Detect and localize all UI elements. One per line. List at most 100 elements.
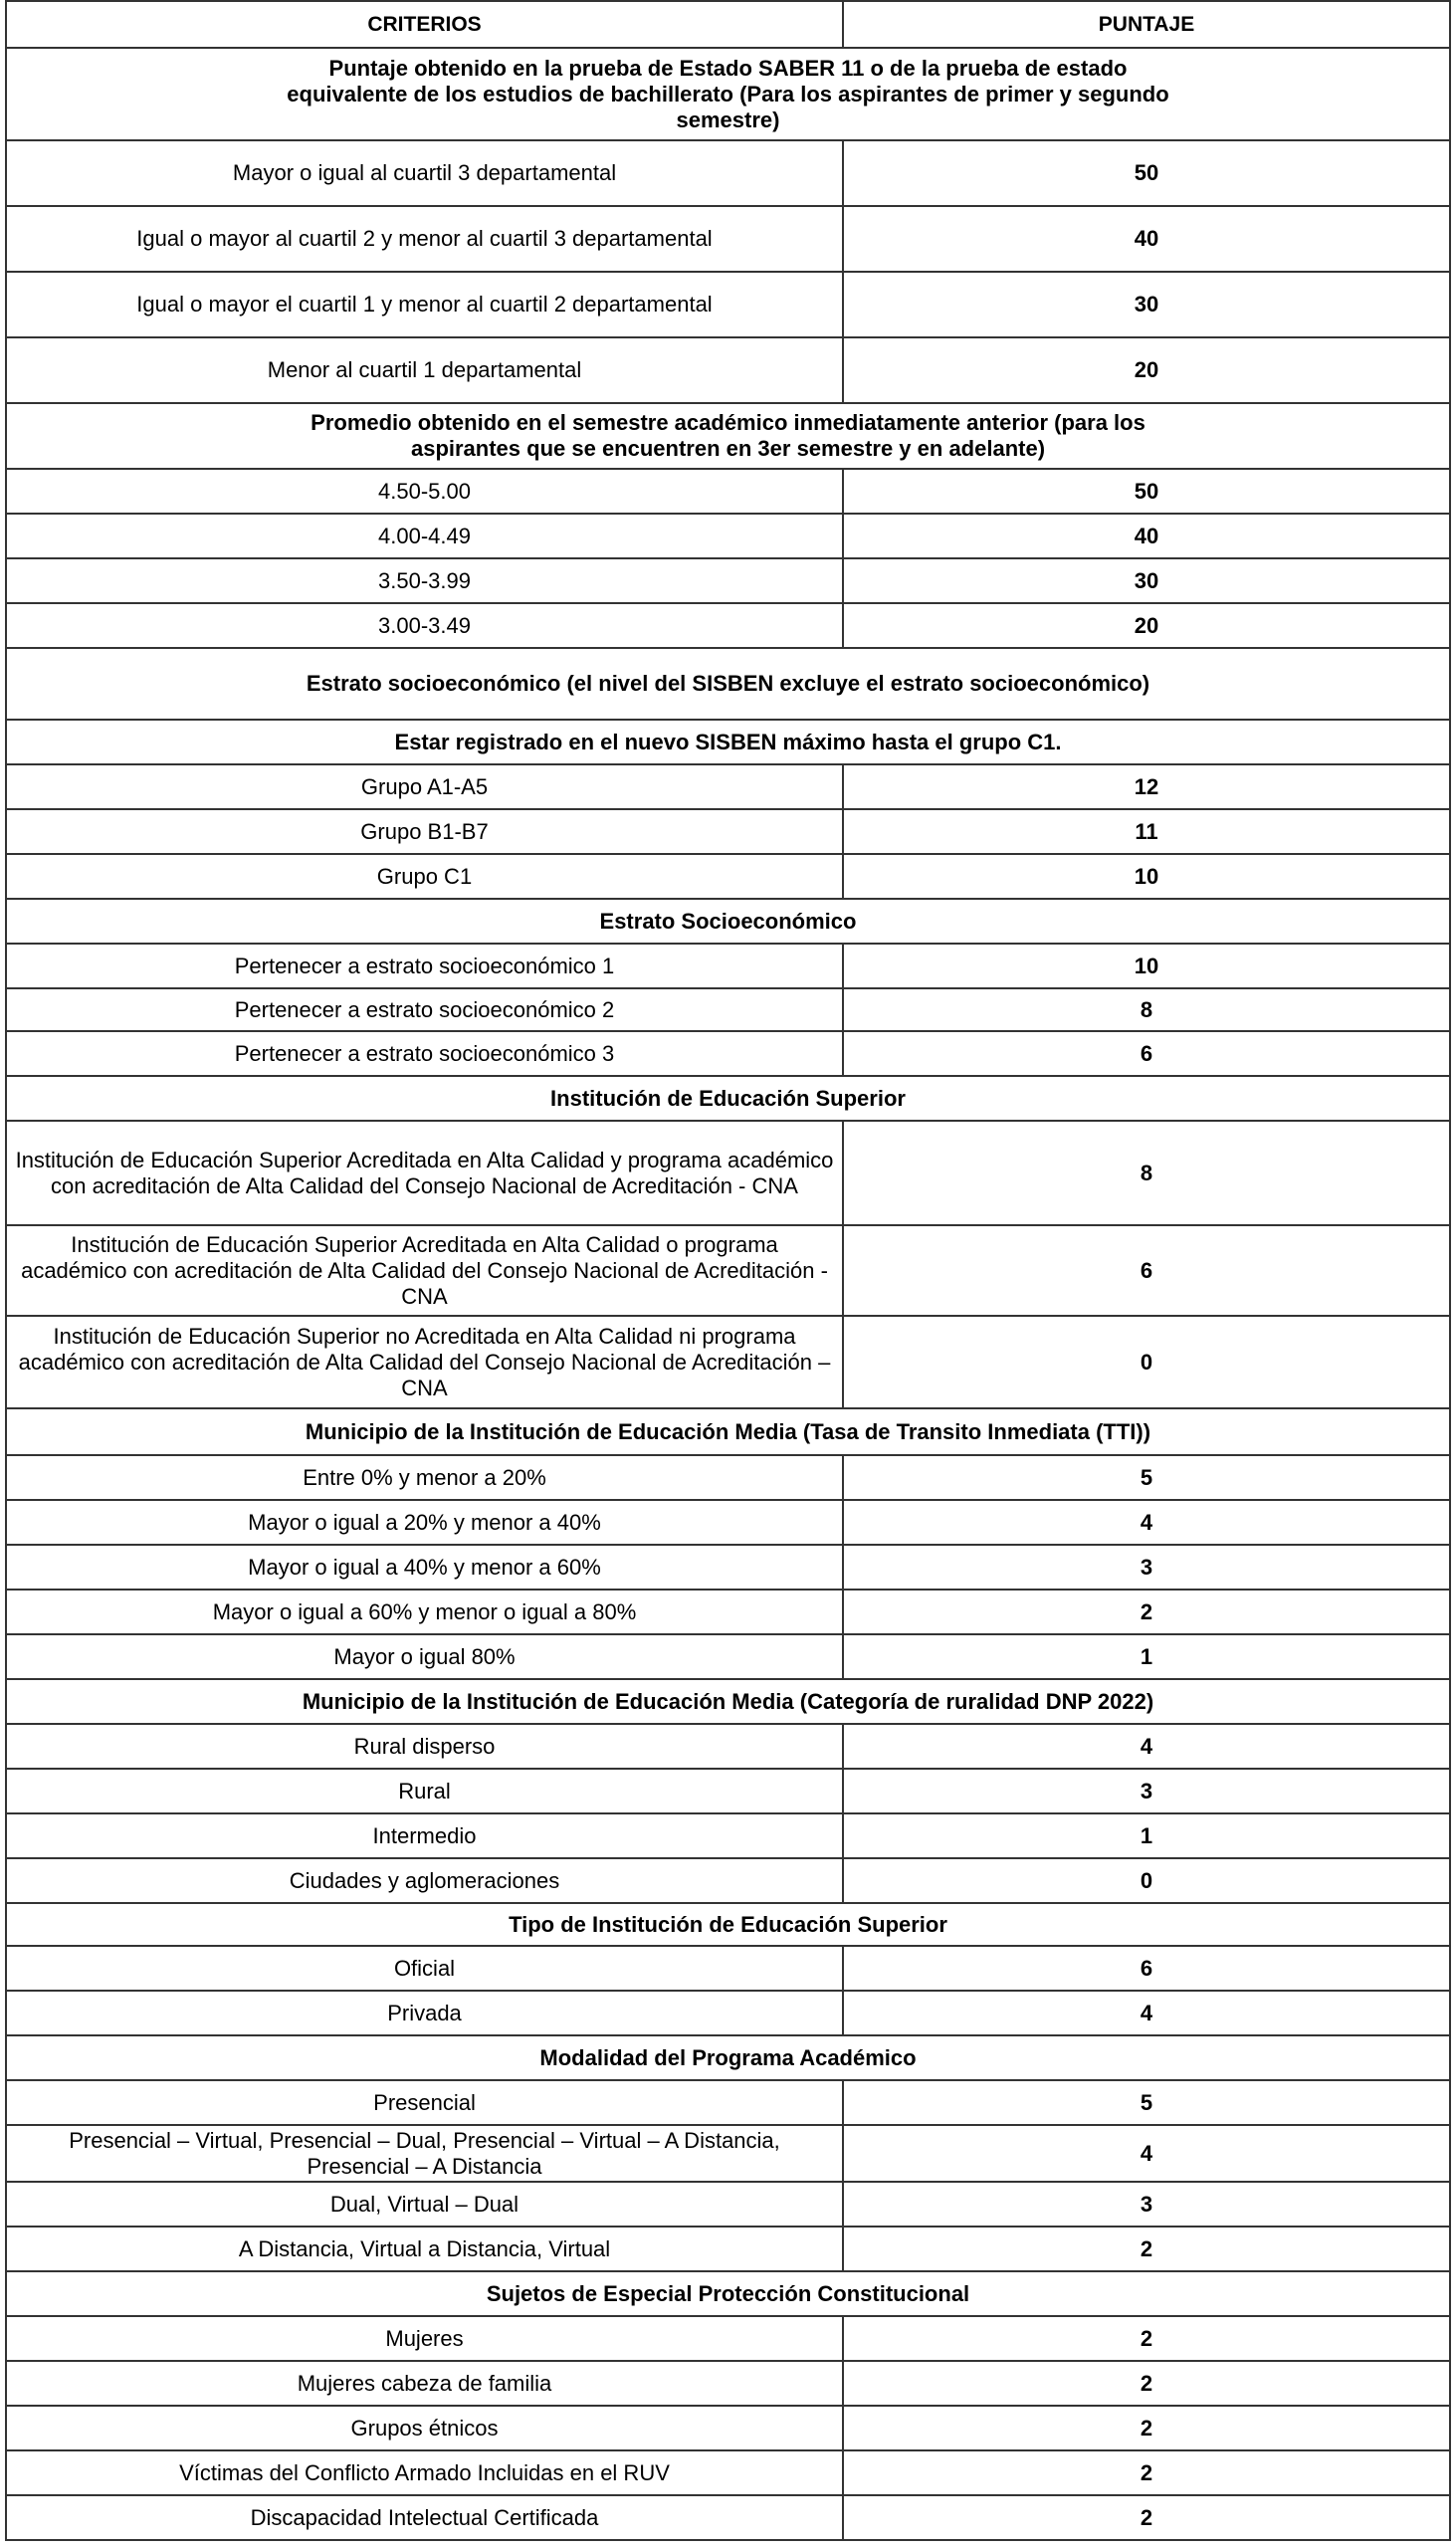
section-cell: Promedio obtenido en el semestre académi… — [5, 402, 1451, 470]
section-header-row: Estrato socioeconómico (el nivel del SIS… — [5, 647, 1451, 721]
puntaje-cell: 2 — [842, 2360, 1451, 2407]
puntaje-cell: 2 — [842, 2494, 1451, 2541]
section-header-row: Institución de Educación Superior — [5, 1075, 1451, 1122]
section-title: Modalidad del Programa Académico — [539, 2044, 917, 2070]
section-cell: Estrato socioeconómico (el nivel del SIS… — [5, 647, 1451, 721]
table-row: Privada 4 — [5, 1990, 1451, 2036]
puntaje-cell: 8 — [842, 1120, 1451, 1226]
section-header-row: Sujetos de Especial Protección Constituc… — [5, 2270, 1451, 2317]
puntaje-cell: 0 — [842, 1315, 1451, 1409]
table-row: 4.50-5.00 50 — [5, 468, 1451, 515]
puntaje-cell: 30 — [842, 557, 1451, 604]
criterio-cell: Ciudades y aglomeraciones — [5, 1857, 844, 1904]
criterio-cell: Privada — [5, 1990, 844, 2036]
puntaje-cell: 3 — [842, 1544, 1451, 1591]
criterio-cell: Mayor o igual al cuartil 3 departamental — [5, 139, 844, 207]
table-row: Discapacidad Intelectual Certificada 2 — [5, 2494, 1451, 2541]
section-title: Estrato socioeconómico (el nivel del SIS… — [306, 671, 1150, 696]
section-title: Puntaje obtenido en la prueba de Estado … — [287, 55, 1169, 132]
section-cell: Municipio de la Institución de Educación… — [5, 1407, 1451, 1456]
puntaje-cell: 30 — [842, 271, 1451, 338]
table-row: Institución de Educación Superior Acredi… — [5, 1224, 1451, 1317]
criterio-cell: Pertenecer a estrato socioeconómico 2 — [5, 987, 844, 1032]
section-cell: Estar registrado en el nuevo SISBEN máxi… — [5, 719, 1451, 765]
criterio-cell: Institución de Educación Superior Acredi… — [5, 1120, 844, 1226]
puntaje-cell: 0 — [842, 1857, 1451, 1904]
table-header-row: CRITERIOS PUNTAJE — [5, 0, 1451, 49]
table-row: Institución de Educación Superior no Acr… — [5, 1315, 1451, 1409]
criterio-cell: A Distancia, Virtual a Distancia, Virtua… — [5, 2226, 844, 2272]
section-header-row: Puntaje obtenido en la prueba de Estado … — [5, 47, 1451, 141]
table-row: Ciudades y aglomeraciones 0 — [5, 1857, 1451, 1904]
criterio-cell: Igual o mayor al cuartil 2 y menor al cu… — [5, 205, 844, 273]
table-row: Mayor o igual al cuartil 3 departamental… — [5, 139, 1451, 207]
section-cell: Municipio de la Institución de Educación… — [5, 1678, 1451, 1725]
puntaje-cell: 12 — [842, 763, 1451, 810]
puntaje-cell: 40 — [842, 205, 1451, 273]
table-row: Mujeres cabeza de familia 2 — [5, 2360, 1451, 2407]
table-row: Entre 0% y menor a 20% 5 — [5, 1454, 1451, 1501]
criterio-cell: Pertenecer a estrato socioeconómico 1 — [5, 943, 844, 989]
puntaje-cell: 40 — [842, 513, 1451, 559]
table-row: Mujeres 2 — [5, 2315, 1451, 2362]
puntaje-cell: 2 — [842, 1589, 1451, 1635]
criterio-cell: 3.00-3.49 — [5, 602, 844, 649]
section-title: Sujetos de Especial Protección Constituc… — [486, 2280, 970, 2306]
section-title: Municipio de la Institución de Educación… — [305, 1418, 1151, 1444]
puntaje-cell: 1 — [842, 1812, 1451, 1859]
criterio-cell: Mayor o igual a 60% y menor o igual a 80… — [5, 1589, 844, 1635]
puntaje-cell: 1 — [842, 1633, 1451, 1680]
criterio-cell: Grupo A1-A5 — [5, 763, 844, 810]
criterio-cell: Grupos étnicos — [5, 2405, 844, 2451]
puntaje-cell: 4 — [842, 1499, 1451, 1546]
table-row: Grupos étnicos 2 — [5, 2405, 1451, 2451]
puntaje-cell: 2 — [842, 2315, 1451, 2362]
table-row: Mayor o igual a 40% y menor a 60% 3 — [5, 1544, 1451, 1591]
section-title: Promedio obtenido en el semestre académi… — [311, 410, 1145, 461]
puntaje-cell: 5 — [842, 2079, 1451, 2126]
puntaje-cell: 10 — [842, 853, 1451, 900]
table-row: Institución de Educación Superior Acredi… — [5, 1120, 1451, 1226]
criterio-cell: 3.50-3.99 — [5, 557, 844, 604]
criterio-cell: Mujeres — [5, 2315, 844, 2362]
table-row: Pertenecer a estrato socioeconómico 1 10 — [5, 943, 1451, 989]
puntaje-cell: 4 — [842, 2124, 1451, 2183]
table-row: Mayor o igual 80% 1 — [5, 1633, 1451, 1680]
puntaje-cell: 6 — [842, 1030, 1451, 1077]
section-header-row: Tipo de Institución de Educación Superio… — [5, 1902, 1451, 1947]
section-header-row: Estar registrado en el nuevo SISBEN máxi… — [5, 719, 1451, 765]
table-row: Igual o mayor al cuartil 2 y menor al cu… — [5, 205, 1451, 273]
criterio-cell: Oficial — [5, 1945, 844, 1992]
table-row: Rural 3 — [5, 1768, 1451, 1814]
puntaje-cell: 2 — [842, 2226, 1451, 2272]
criterio-cell: Presencial — [5, 2079, 844, 2126]
header-criterios: CRITERIOS — [5, 0, 844, 49]
puntaje-cell: 10 — [842, 943, 1451, 989]
puntaje-cell: 8 — [842, 987, 1451, 1032]
section-cell: Estrato Socioeconómico — [5, 898, 1451, 945]
table-row: Grupo B1-B7 11 — [5, 808, 1451, 855]
criterio-cell: Grupo B1-B7 — [5, 808, 844, 855]
table-row: Víctimas del Conflicto Armado Incluidas … — [5, 2449, 1451, 2496]
criterio-cell: Entre 0% y menor a 20% — [5, 1454, 844, 1501]
puntaje-cell: 6 — [842, 1945, 1451, 1992]
section-cell: Sujetos de Especial Protección Constituc… — [5, 2270, 1451, 2317]
criterio-cell: Mujeres cabeza de familia — [5, 2360, 844, 2407]
table-row: 3.00-3.49 20 — [5, 602, 1451, 649]
criteria-table: CRITERIOS PUNTAJE Puntaje obtenido en la… — [5, 0, 1451, 2541]
table-row: Dual, Virtual – Dual 3 — [5, 2181, 1451, 2228]
table-row: Menor al cuartil 1 departamental 20 — [5, 336, 1451, 404]
table-row: Grupo C1 10 — [5, 853, 1451, 900]
criterio-cell: 4.50-5.00 — [5, 468, 844, 515]
criterio-cell: Intermedio — [5, 1812, 844, 1859]
section-cell: Institución de Educación Superior — [5, 1075, 1451, 1122]
puntaje-cell: 20 — [842, 602, 1451, 649]
criterio-cell: Mayor o igual a 20% y menor a 40% — [5, 1499, 844, 1546]
section-header-row: Estrato Socioeconómico — [5, 898, 1451, 945]
table-row: Intermedio 1 — [5, 1812, 1451, 1859]
puntaje-cell: 50 — [842, 468, 1451, 515]
section-title: Tipo de Institución de Educación Superio… — [509, 1911, 947, 1937]
puntaje-cell: 4 — [842, 1723, 1451, 1770]
section-title: Estar registrado en el nuevo SISBEN máxi… — [394, 729, 1062, 754]
criterio-cell: Grupo C1 — [5, 853, 844, 900]
